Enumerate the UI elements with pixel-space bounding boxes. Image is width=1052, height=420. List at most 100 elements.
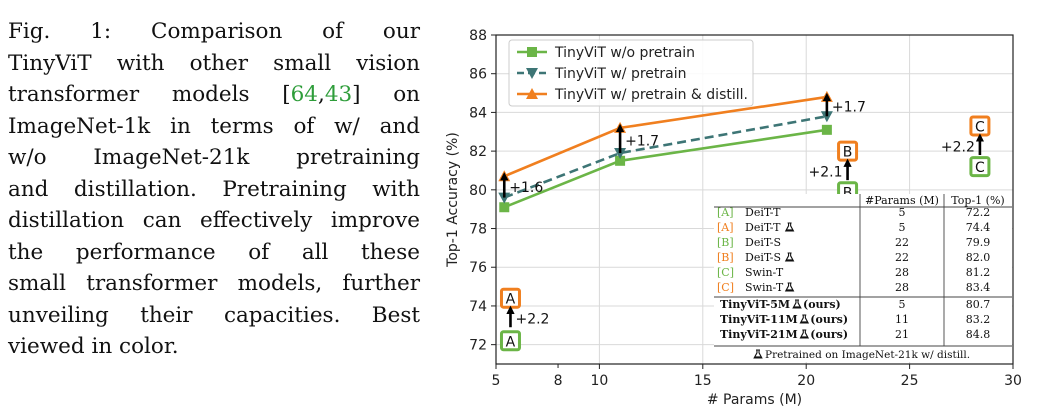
caption-text: distillation can effectively improve [8,208,420,233]
caption-text: small transformer models, further [8,271,420,296]
table-row-suffix: (ours) [803,298,841,311]
table-row-tag: [B] [717,251,734,264]
table-row-top1: 79.9 [966,236,991,249]
table-row-top1: 72.2 [966,206,991,219]
caption-line: ImageNet-1k in terms of w/ and [8,111,420,143]
marker-square [615,155,626,166]
caption-text: w/o ImageNet-21k pretraining [8,145,420,170]
table-row-top1: 81.2 [966,266,991,279]
x-tick-label: 5 [492,373,501,389]
table-bg [714,194,1012,362]
baseline-point-label: B [843,185,853,201]
tinyvit-accuracy-chart: 72 74 76 78 80 82 84 86 88 5 10 15 20 25 30 8 # Params (… [445,28,1022,408]
gain-label: +1.6 [509,180,543,196]
gain-label: +1.7 [625,133,659,149]
baseline-point-label: A [506,292,516,308]
table-row-top1: 83.2 [966,313,991,326]
y-axis-label: Top-1 Accuracy (%) [445,132,461,268]
baseline-point-label: C [975,160,985,176]
marker-square [499,202,510,213]
citation-link[interactable]: 64 [290,82,318,107]
legend-entry: TinyViT w/o pretrain [554,45,695,61]
table-row-model: TinyViT-5M [720,298,790,311]
table-row-suffix: (ours) [810,328,848,341]
table-row-model: DeiT-S [745,236,781,249]
marker-triangle-down [498,192,511,204]
gain-label: +2.1 [809,164,843,180]
table-row-top1: 84.8 [966,328,991,341]
flask-fill [800,321,809,323]
table-row-params: 11 [895,313,909,326]
table-row-suffix: (ours) [810,313,848,326]
y-tick-label: 82 [469,144,487,160]
table-row-params: 28 [895,281,909,294]
caption-text: TinyViT with other small vision [8,50,420,76]
x-minor-tick-label: 8 [554,373,563,389]
x-tick-label: 20 [797,373,815,389]
y-tick-label: 78 [469,222,487,238]
y-tick-label: 80 [469,183,487,199]
marker-triangle-down [614,148,627,160]
table-header: #Params (M) [865,194,939,207]
table-row-params: 28 [895,266,909,279]
flask-fill [800,336,809,338]
marker-square [527,47,537,57]
table-row-tag: [C] [717,281,734,294]
table-row-tag: [A] [717,221,734,234]
caption-text: the performance of all these [8,239,420,265]
caption-text: viewed in color. [8,334,179,359]
caption-line: viewed in color. [8,331,420,363]
flask-fill [793,306,801,308]
table-header: Top-1 (%) [951,194,1004,207]
flask-fill [785,259,794,261]
caption-text: ImageNet-1k in terms of w/ and [8,113,420,139]
y-tick-label: 72 [469,338,487,354]
table-row-model: TinyViT-11M [720,313,798,326]
table-row-params: 5 [899,206,906,219]
y-tick-label: 84 [469,105,487,121]
flask-fill [754,356,762,358]
caption-text: ] on [352,82,421,107]
caption-line: distillation can effectively improve [8,205,420,237]
legend-entry: TinyViT w/ pretrain [554,66,686,82]
baseline-point-box [969,156,991,178]
table-row-model: Swin-T [745,281,784,294]
y-tick-label: 76 [469,260,487,276]
table-row-top1: 74.4 [966,221,991,234]
caption-text: and distillation. Pretraining with [8,176,420,202]
table-row-params: 21 [895,328,909,341]
plot-frame [495,34,1014,365]
gain-label: +2.2 [941,139,975,155]
caption-line: small transformer models, further [8,268,420,300]
table-row-model: TinyViT-21M [720,328,798,341]
y-tick-label: 88 [469,28,487,44]
table-row-top1: 80.7 [966,298,991,311]
caption-line: unveiling their capacities. Best [8,300,420,332]
table-row-top1: 82.0 [966,251,991,264]
x-axis-label: # Params (M) [707,392,802,408]
baseline-point-label: A [506,334,516,350]
table-row-params: 5 [899,221,906,234]
table-row-model: DeiT-T [745,206,781,219]
gain-label: +1.7 [832,100,866,116]
baseline-point-box [499,330,521,352]
table-row-tag: [A] [717,206,734,219]
x-tick-label: 10 [590,373,608,389]
figure-caption: Fig. 1: Comparison of our TinyViT with ot… [8,16,420,363]
caption-text: unveiling their capacities. Best [8,302,420,328]
table-row-model: Swin-T [745,266,784,279]
table-row-model: DeiT-S [745,251,781,264]
x-tick-label: 15 [694,373,712,389]
gain-label: +2.2 [515,312,549,328]
citation-link[interactable]: 43 [324,82,353,107]
caption-line: the performance of all these [8,237,420,269]
table-row-params: 5 [899,298,906,311]
baseline-point-label: C [975,119,985,135]
caption-text: transformer models [ [8,82,291,107]
table-row-params: 22 [895,251,909,264]
marker-triangle-up [526,88,538,99]
table-row-top1: 83.4 [966,281,991,294]
caption-line: Fig. 1: Comparison of our [8,16,420,48]
x-tick-label: 25 [901,373,919,389]
legend-entry: TinyViT w/ pretrain & distill. [554,87,748,103]
